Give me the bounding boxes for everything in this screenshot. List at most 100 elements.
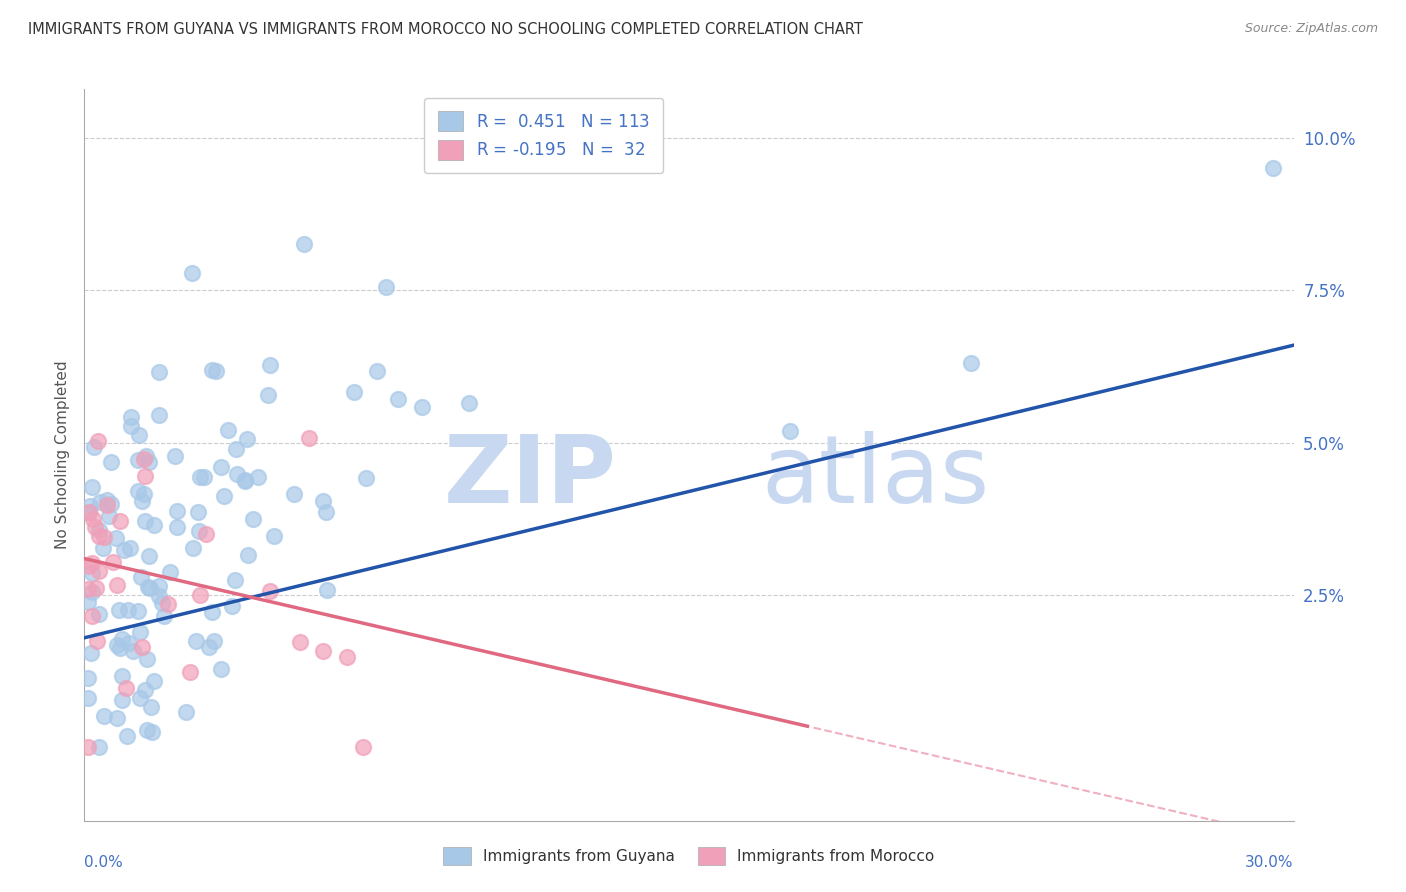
Point (212, 489, 235, 503)
Point (96, 499, 118, 513)
Point (138, 549, 160, 563)
Point (375, 279, 398, 293)
Point (84, 582, 107, 596)
Point (100, 455, 122, 469)
Point (288, 635, 311, 649)
Point (93, 709, 115, 723)
Text: IMMIGRANTS FROM GUYANA VS IMMIGRANTS FROM MOROCCO NO SCHOOLING COMPLETED CORRELA: IMMIGRANTS FROM GUYANA VS IMMIGRANTS FRO… (28, 22, 863, 37)
Point (283, 487, 305, 501)
Point (105, 711, 128, 725)
Point (87, 564, 110, 578)
Point (143, 517, 166, 532)
Point (159, 565, 181, 579)
Point (77, 671, 100, 685)
Point (127, 484, 149, 499)
Point (77, 740, 100, 755)
Point (82, 480, 104, 494)
Point (129, 570, 152, 584)
Point (83, 520, 105, 534)
Text: 30.0%: 30.0% (1246, 855, 1294, 871)
Point (315, 505, 337, 519)
Point (100, 497, 122, 511)
Point (80, 646, 103, 660)
Point (77, 504, 100, 518)
Point (135, 723, 157, 737)
Point (87, 523, 110, 537)
Point (91, 541, 114, 555)
Point (134, 469, 156, 483)
Point (263, 529, 285, 543)
Point (111, 668, 134, 682)
Point (233, 475, 256, 489)
Point (181, 266, 204, 280)
Point (143, 673, 166, 688)
Point (457, 396, 479, 410)
Point (190, 588, 212, 602)
Point (129, 625, 152, 640)
Point (156, 597, 179, 611)
Point (138, 455, 160, 469)
Point (141, 700, 163, 714)
Point (110, 641, 132, 656)
Point (163, 450, 186, 464)
Point (148, 408, 170, 422)
Point (105, 577, 128, 591)
Point (134, 451, 156, 466)
Point (110, 632, 132, 647)
Point (117, 602, 139, 616)
Point (93, 530, 115, 544)
Point (174, 705, 197, 719)
Point (1263, 161, 1285, 176)
Point (188, 470, 211, 484)
Point (80, 556, 103, 570)
Point (127, 604, 149, 618)
Point (236, 433, 259, 447)
Point (246, 470, 269, 484)
Text: ZIP: ZIP (443, 431, 616, 523)
Point (204, 364, 226, 378)
Point (312, 494, 335, 508)
Point (184, 633, 207, 648)
Point (366, 364, 388, 378)
Text: 0.0%: 0.0% (84, 855, 124, 871)
Point (387, 392, 409, 407)
Point (256, 388, 278, 402)
Point (127, 453, 149, 467)
Point (259, 583, 281, 598)
Point (238, 548, 260, 562)
Point (217, 423, 239, 437)
Point (312, 644, 335, 658)
Point (960, 356, 983, 371)
Point (77, 595, 100, 609)
Point (87, 434, 110, 448)
Point (96, 493, 118, 508)
Point (336, 649, 359, 664)
Point (77, 691, 100, 706)
Point (135, 449, 157, 463)
Point (150, 596, 173, 610)
Point (193, 469, 215, 483)
Point (87, 529, 110, 543)
Point (97, 508, 120, 523)
Point (131, 640, 153, 655)
Point (198, 640, 221, 654)
Point (148, 365, 170, 379)
Point (225, 467, 247, 482)
Point (115, 729, 138, 743)
Point (181, 541, 204, 556)
Point (121, 644, 143, 658)
Point (134, 683, 156, 698)
Point (80, 566, 103, 581)
Point (80, 585, 103, 599)
Point (87, 607, 110, 621)
Point (89, 740, 111, 755)
Point (153, 608, 176, 623)
Point (79, 499, 101, 513)
Point (221, 599, 243, 613)
Point (79, 558, 101, 573)
Point (201, 362, 224, 376)
Point (187, 524, 209, 538)
Point (120, 419, 142, 434)
Legend: Immigrants from Guyana, Immigrants from Morocco: Immigrants from Guyana, Immigrants from … (437, 840, 941, 871)
Point (224, 573, 246, 587)
